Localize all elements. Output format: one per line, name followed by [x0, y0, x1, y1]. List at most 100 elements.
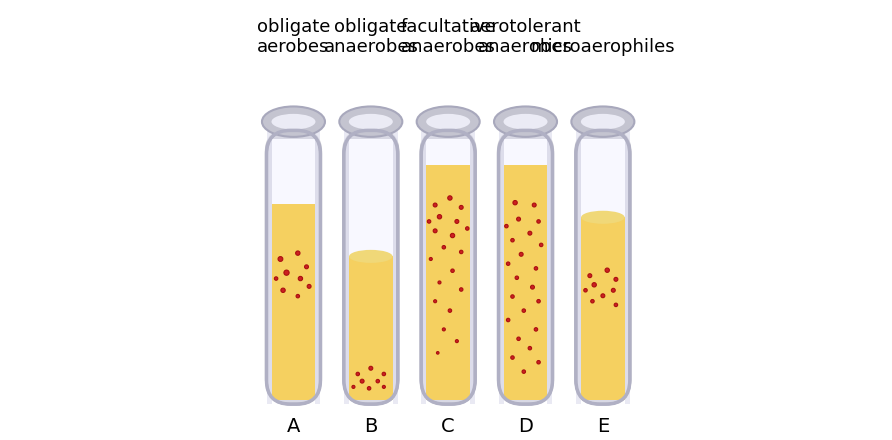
Circle shape — [533, 203, 536, 207]
Bar — [272, 139, 315, 204]
Circle shape — [304, 265, 309, 269]
Circle shape — [534, 328, 538, 331]
FancyBboxPatch shape — [267, 130, 320, 404]
Circle shape — [437, 215, 442, 219]
Circle shape — [429, 257, 433, 260]
Circle shape — [540, 243, 543, 247]
Circle shape — [528, 231, 532, 235]
Bar — [421, 130, 426, 404]
Ellipse shape — [271, 114, 316, 129]
Bar — [267, 130, 272, 404]
Circle shape — [511, 295, 514, 298]
Circle shape — [513, 201, 517, 205]
Circle shape — [442, 246, 446, 249]
Ellipse shape — [503, 114, 548, 129]
Text: E: E — [597, 417, 609, 436]
Bar — [624, 130, 630, 404]
Circle shape — [448, 196, 452, 200]
FancyBboxPatch shape — [344, 130, 398, 400]
Circle shape — [376, 379, 379, 383]
Circle shape — [611, 288, 615, 292]
Circle shape — [360, 379, 364, 383]
Circle shape — [537, 360, 541, 364]
Ellipse shape — [349, 250, 392, 263]
Circle shape — [455, 220, 458, 224]
Circle shape — [369, 366, 373, 370]
Ellipse shape — [426, 114, 470, 129]
Circle shape — [275, 277, 277, 280]
Circle shape — [507, 262, 510, 265]
Circle shape — [356, 372, 359, 376]
FancyBboxPatch shape — [344, 130, 398, 404]
Circle shape — [507, 318, 510, 322]
FancyBboxPatch shape — [499, 130, 552, 400]
Circle shape — [614, 277, 618, 281]
Circle shape — [615, 303, 617, 307]
Circle shape — [601, 294, 605, 298]
Circle shape — [434, 229, 437, 233]
FancyBboxPatch shape — [576, 130, 630, 404]
Text: facultative
anaerobes: facultative anaerobes — [401, 18, 496, 56]
Ellipse shape — [581, 114, 625, 129]
Circle shape — [519, 253, 523, 256]
FancyBboxPatch shape — [576, 130, 630, 400]
Circle shape — [592, 282, 597, 287]
Text: obligate
anaerobes: obligate anaerobes — [324, 18, 418, 56]
Bar — [499, 130, 504, 404]
Circle shape — [368, 387, 371, 390]
Circle shape — [295, 251, 300, 255]
Circle shape — [588, 274, 591, 278]
Ellipse shape — [349, 114, 392, 129]
Circle shape — [459, 288, 463, 291]
Circle shape — [352, 385, 355, 389]
Circle shape — [438, 281, 441, 284]
Bar — [426, 139, 470, 165]
FancyBboxPatch shape — [499, 130, 552, 404]
Text: C: C — [442, 417, 455, 436]
Bar — [349, 139, 392, 257]
Circle shape — [511, 356, 514, 359]
FancyBboxPatch shape — [267, 130, 320, 400]
Circle shape — [537, 220, 541, 223]
Circle shape — [459, 205, 463, 209]
Circle shape — [605, 268, 609, 272]
Circle shape — [531, 285, 534, 289]
Bar — [504, 139, 548, 165]
Circle shape — [516, 217, 521, 221]
Circle shape — [522, 309, 525, 312]
Circle shape — [528, 346, 532, 350]
Circle shape — [505, 224, 508, 228]
Circle shape — [515, 276, 518, 279]
Bar — [344, 130, 349, 404]
Circle shape — [442, 328, 445, 331]
Circle shape — [516, 337, 520, 341]
Ellipse shape — [262, 106, 325, 137]
Text: aerotolerant
anaerobes: aerotolerant anaerobes — [470, 18, 582, 56]
Circle shape — [448, 309, 451, 312]
Circle shape — [278, 257, 283, 261]
Text: B: B — [364, 417, 377, 436]
Circle shape — [383, 385, 385, 389]
Text: A: A — [287, 417, 301, 436]
Text: obligate
aerobes: obligate aerobes — [257, 18, 330, 56]
Bar — [582, 139, 624, 217]
Ellipse shape — [494, 106, 557, 137]
Circle shape — [466, 227, 469, 230]
Circle shape — [537, 300, 541, 303]
Bar — [470, 130, 475, 404]
Circle shape — [382, 372, 385, 376]
Circle shape — [434, 300, 437, 303]
FancyBboxPatch shape — [421, 130, 475, 400]
Circle shape — [459, 250, 463, 254]
Ellipse shape — [417, 106, 480, 137]
Ellipse shape — [582, 211, 624, 224]
Ellipse shape — [339, 106, 402, 137]
Text: D: D — [518, 417, 533, 436]
Bar — [349, 257, 392, 400]
Circle shape — [511, 238, 514, 242]
Circle shape — [450, 269, 454, 272]
Bar — [392, 130, 398, 404]
Bar — [576, 130, 582, 404]
Circle shape — [296, 294, 300, 298]
Circle shape — [591, 300, 594, 303]
